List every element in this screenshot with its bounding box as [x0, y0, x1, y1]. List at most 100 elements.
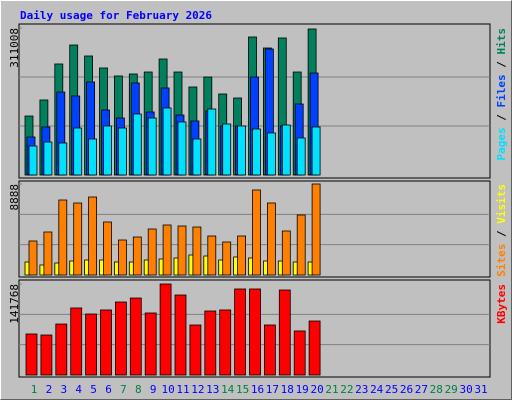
bar — [118, 127, 127, 176]
x-tick-label: 30 — [459, 383, 472, 396]
bar — [144, 312, 157, 376]
legend-entry: KBytes — [495, 284, 508, 324]
x-tick-label: 17 — [266, 383, 279, 396]
bar — [147, 228, 157, 276]
x-tick-label: 2 — [46, 383, 53, 396]
bar — [278, 289, 291, 376]
bar — [192, 138, 202, 176]
bar — [266, 202, 276, 276]
bar — [281, 124, 291, 176]
bar — [43, 141, 53, 176]
x-tick-label: 5 — [90, 383, 97, 396]
x-tick-label: 31 — [474, 383, 487, 396]
bar — [252, 128, 261, 176]
bar — [311, 183, 321, 276]
bar — [207, 235, 217, 276]
bar — [207, 108, 217, 176]
bar — [132, 236, 142, 276]
bar — [281, 230, 291, 276]
bar — [252, 189, 261, 276]
bar — [266, 132, 276, 176]
bar — [296, 214, 306, 276]
bar — [162, 107, 172, 176]
bar — [159, 283, 172, 376]
bar — [85, 313, 97, 376]
x-tick-label: 7 — [120, 383, 127, 396]
bar — [237, 235, 247, 276]
bar — [55, 323, 68, 376]
bar — [88, 196, 97, 276]
x-tick-label: 25 — [385, 383, 398, 396]
x-tick-label: 18 — [281, 383, 294, 396]
x-tick-label: 9 — [150, 383, 157, 396]
bar — [103, 221, 112, 276]
bar — [129, 297, 142, 376]
x-tick-label: 23 — [355, 383, 368, 396]
x-tick-label: 14 — [221, 383, 235, 396]
legend: Sites / Visits — [495, 184, 508, 277]
bar — [311, 126, 321, 176]
legend-entry: Pages — [495, 127, 508, 160]
bar — [118, 239, 127, 276]
x-tick-label: 22 — [340, 383, 353, 396]
bar — [192, 226, 202, 276]
bar — [100, 309, 112, 376]
bar — [132, 113, 142, 176]
legend-separator: / — [495, 55, 508, 75]
bar — [103, 125, 112, 176]
x-tick-label: 19 — [296, 383, 309, 396]
bar — [296, 137, 306, 176]
bar — [222, 123, 232, 176]
bar — [115, 301, 127, 376]
legend: Pages / Files / Hits — [495, 28, 508, 161]
x-tick-label: 29 — [445, 383, 458, 396]
bar — [88, 138, 97, 176]
bar — [162, 224, 172, 276]
bar — [70, 307, 83, 376]
bar — [234, 288, 247, 376]
bar — [189, 324, 202, 376]
bar — [293, 330, 306, 376]
legend-entry: Files — [495, 74, 508, 107]
bar — [58, 199, 68, 276]
x-tick-label: 11 — [176, 383, 189, 396]
y-tick-label: 311008 — [8, 28, 21, 68]
bar — [73, 202, 83, 276]
legend-separator: / — [495, 224, 508, 244]
bar — [177, 121, 187, 176]
x-tick-label: 15 — [236, 383, 249, 396]
bar — [222, 241, 232, 276]
x-tick-label: 12 — [191, 383, 204, 396]
x-tick-label: 24 — [370, 383, 384, 396]
x-tick-label: 21 — [325, 383, 338, 396]
x-tick-label: 27 — [415, 383, 428, 396]
bar — [25, 333, 38, 376]
legend-entry: Sites — [495, 244, 508, 277]
x-tick-label: 8 — [135, 383, 142, 396]
legend: KBytes — [495, 284, 508, 324]
bar — [28, 240, 38, 276]
bar — [204, 310, 217, 376]
y-tick-label: 141768 — [8, 284, 21, 324]
bar — [147, 117, 157, 176]
bar — [40, 334, 53, 376]
bar — [177, 225, 187, 276]
x-tick-label: 20 — [310, 383, 323, 396]
y-tick-label: 8888 — [8, 184, 21, 211]
x-tick-label: 6 — [105, 383, 112, 396]
bar — [249, 288, 261, 376]
bar — [237, 125, 247, 176]
bar — [219, 309, 232, 376]
bar — [43, 231, 53, 276]
bar — [263, 324, 276, 376]
x-tick-label: 13 — [206, 383, 219, 396]
x-tick-label: 10 — [161, 383, 174, 396]
legend-separator: / — [495, 108, 508, 128]
x-tick-label: 3 — [60, 383, 67, 396]
chart-title: Daily usage for February 2026 — [20, 9, 212, 22]
bar — [174, 294, 187, 376]
bar — [308, 320, 321, 376]
legend-entry: Visits — [495, 184, 508, 224]
